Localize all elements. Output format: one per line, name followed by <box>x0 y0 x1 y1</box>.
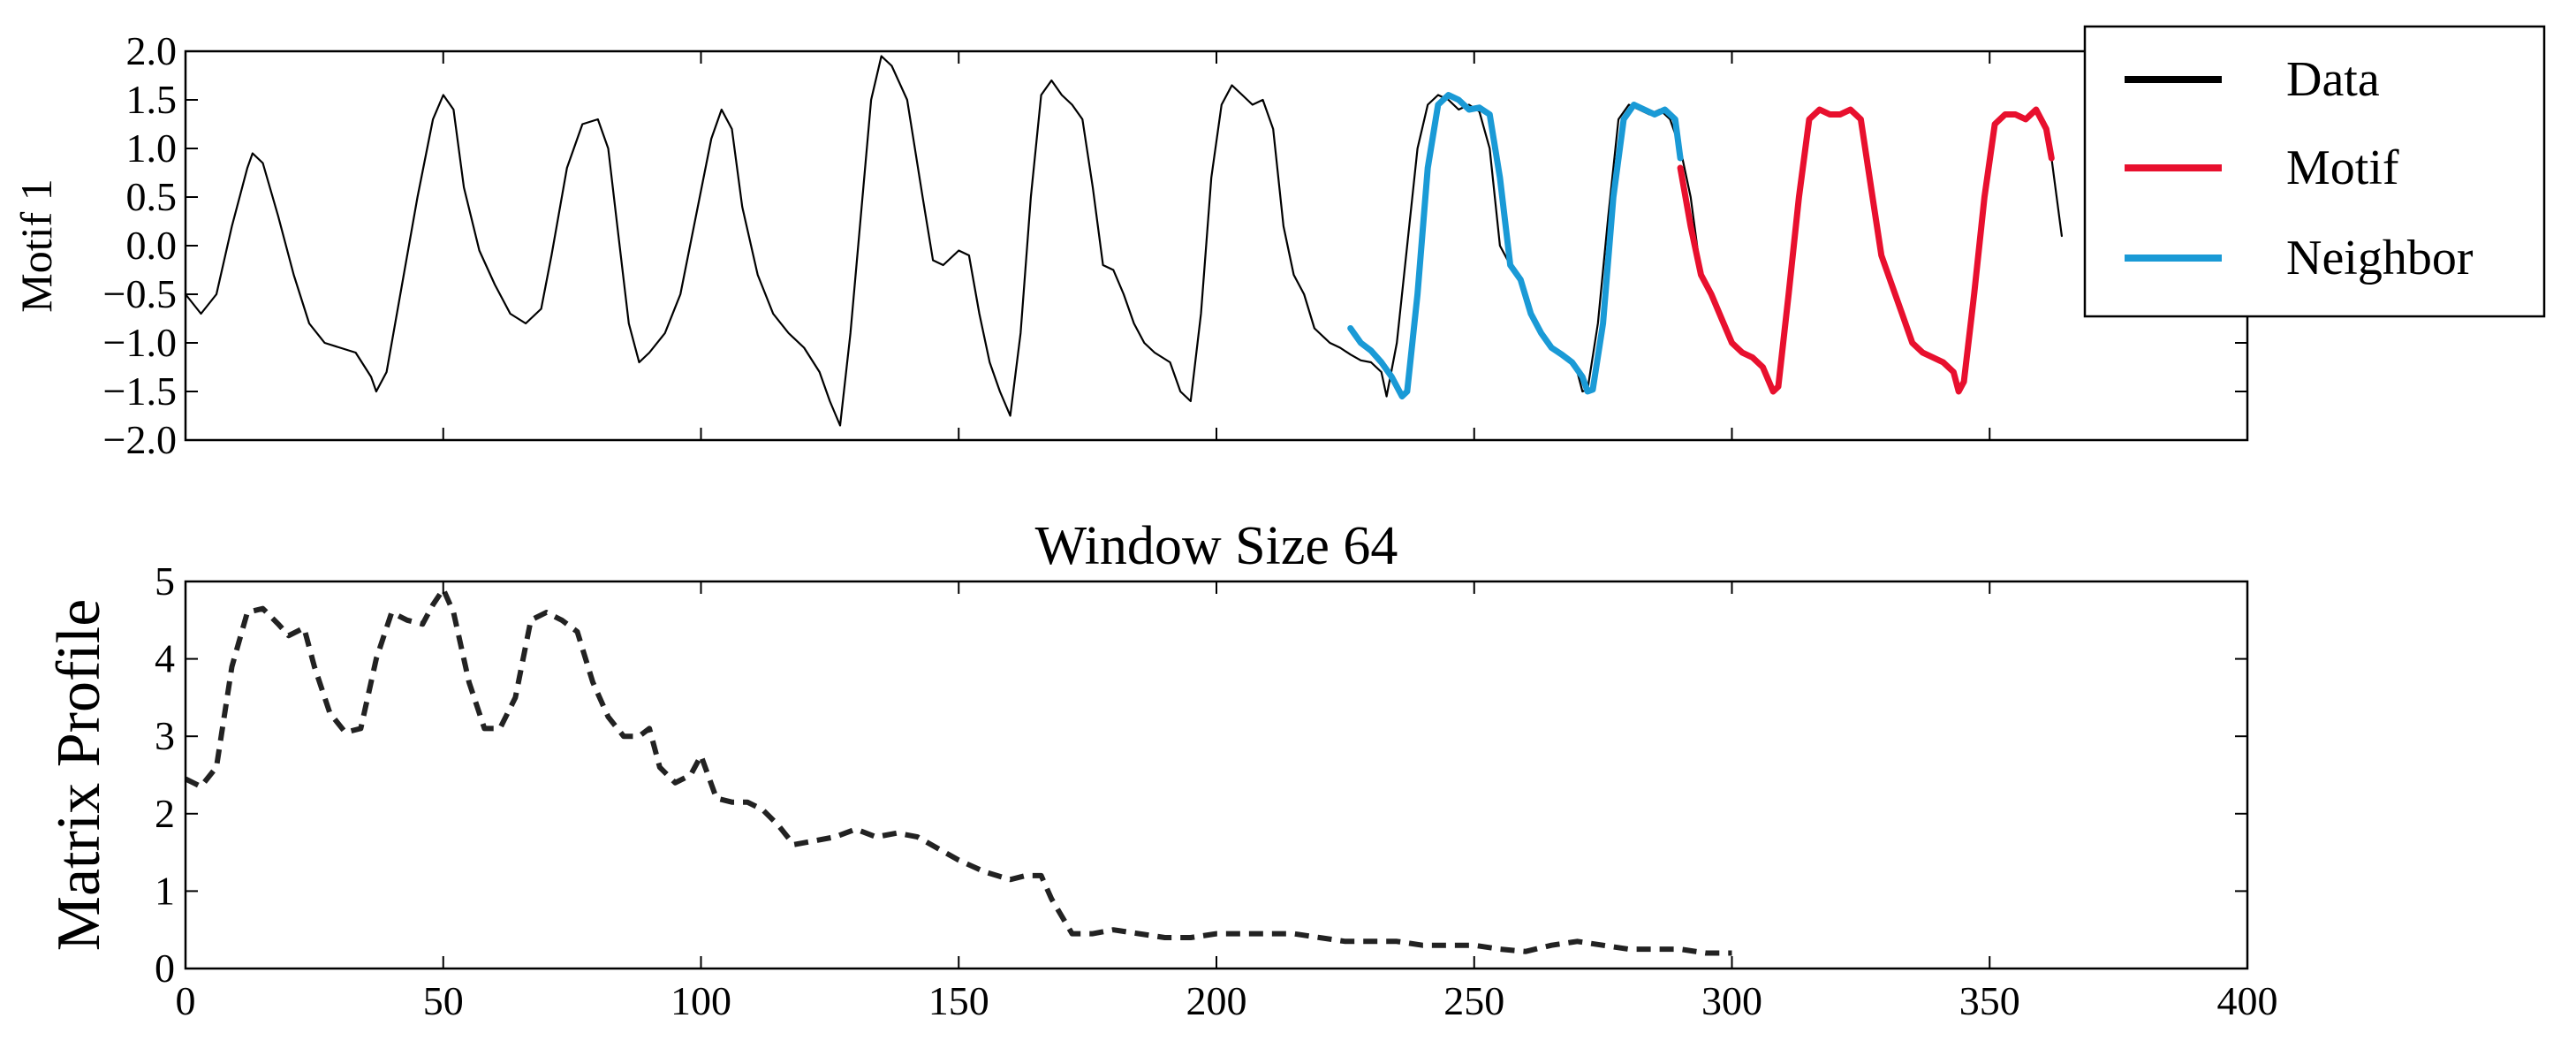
y-tick-label: −1.5 <box>103 368 177 414</box>
top-chart-panel: −2.0−1.5−1.0−0.50.00.51.01.52.0 Motif 1 … <box>11 25 2546 462</box>
top-plot-frame <box>184 49 2249 442</box>
x-tick-label: 150 <box>928 978 989 1023</box>
top-tick-marks <box>185 50 2248 441</box>
bottom-tick-marks <box>185 581 2248 969</box>
y-tick-label: 4 <box>155 636 175 681</box>
y-tick-label: −2.0 <box>103 417 177 462</box>
y-tick-label: −1.0 <box>103 320 177 365</box>
x-tick-label: 250 <box>1443 978 1504 1023</box>
x-tick-label: 400 <box>2217 978 2278 1023</box>
bottom-y-axis-label: Matrix Profile <box>45 599 113 952</box>
y-tick-label: 1.5 <box>126 77 178 122</box>
x-tick-label: 0 <box>176 978 196 1023</box>
bottom-chart-panel: Window Size 64 0 1 2 3 4 5 0 50 100 150 200 250 300… <box>45 516 2278 1023</box>
bottom-series-lines <box>184 586 1732 956</box>
legend: Data Motif Neighbor <box>2083 25 2546 318</box>
y-tick-label: 1.0 <box>126 125 178 171</box>
legend-label-motif: Motif <box>2286 141 2399 195</box>
legend-label-neighbor: Neighbor <box>2286 231 2474 285</box>
y-tick-label: 0.5 <box>126 174 178 219</box>
series-line-motif <box>1677 106 2055 395</box>
top-y-tick-labels: −2.0−1.5−1.0−0.50.00.51.01.52.0 <box>103 28 177 462</box>
y-tick-label: 0 <box>155 946 175 991</box>
series-line-neighbor <box>1347 92 1684 399</box>
bottom-chart-title: Window Size 64 <box>1035 516 1398 576</box>
top-y-axis-label: Motif 1 <box>11 179 61 312</box>
bottom-plot-frame <box>184 580 2249 970</box>
x-tick-label: 200 <box>1186 978 1247 1023</box>
y-tick-label: 2 <box>155 791 175 836</box>
y-tick-label: 2.0 <box>126 28 178 73</box>
y-tick-label: 3 <box>155 713 175 758</box>
y-tick-label: 5 <box>155 558 175 604</box>
y-tick-label: −0.5 <box>103 271 177 316</box>
y-tick-label: 0.0 <box>126 223 178 268</box>
bottom-x-tick-labels: 0 50 100 150 200 250 300 350 400 <box>176 978 2278 1023</box>
x-tick-label: 300 <box>1701 978 1762 1023</box>
y-tick-label: 1 <box>155 868 175 913</box>
x-tick-label: 100 <box>671 978 731 1023</box>
x-tick-label: 350 <box>1959 978 2020 1023</box>
legend-label-data: Data <box>2286 52 2380 107</box>
bottom-y-tick-labels: 0 1 2 3 4 5 <box>155 558 175 991</box>
x-tick-label: 50 <box>423 978 464 1023</box>
series-line-matrix-profile <box>184 586 1732 956</box>
top-series-lines <box>184 55 2063 427</box>
